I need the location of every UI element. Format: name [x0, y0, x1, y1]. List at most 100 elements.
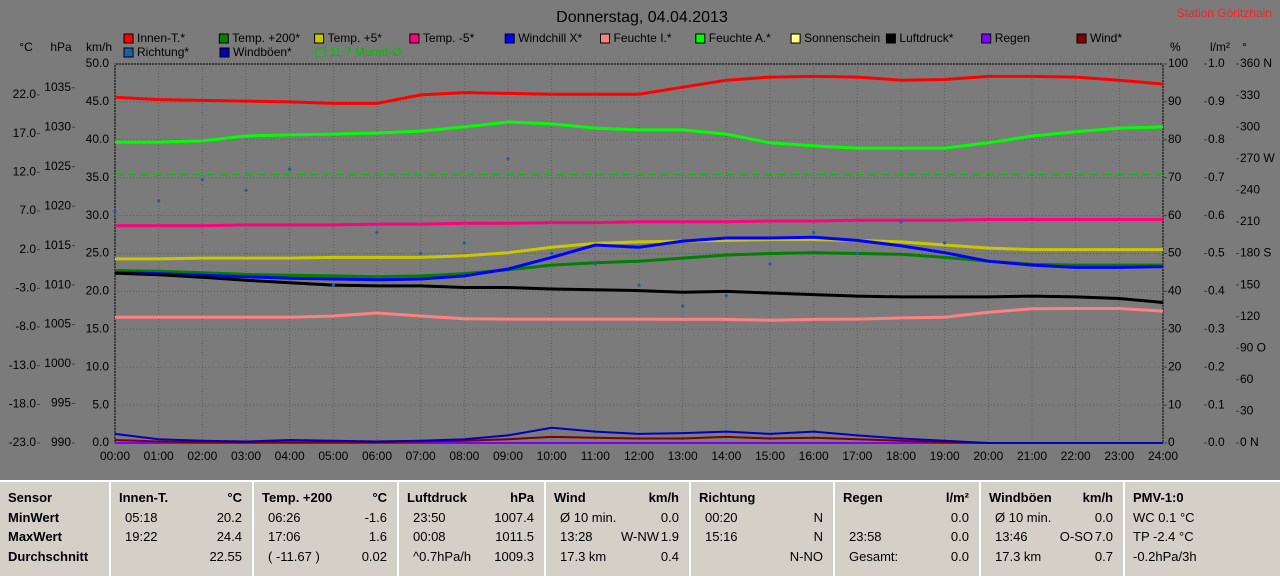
x-tick-label: 12:00 — [624, 449, 654, 463]
y-tick-label: 1020 — [44, 198, 71, 212]
table-column: Wind km/h 0.0 Ø 10 min. 1.9 13:28 W-NW 0.4 17.3 … — [544, 482, 689, 576]
y-tick-label: 0.0 — [1208, 435, 1225, 449]
legend-label: 11.7 Monat-Ø — [329, 45, 401, 59]
table-cell: 19:22 — [125, 529, 158, 544]
data-point — [681, 304, 685, 308]
y-tick-label: -18.0 — [9, 396, 37, 410]
table-value: 24.4 — [216, 529, 242, 544]
table-cell: ( -11.67 ) — [268, 549, 320, 564]
y-tick-label: 7.0 — [19, 203, 36, 217]
table-cell: 05:18 — [125, 510, 158, 525]
table-cell: WC 0.1 °C — [1133, 510, 1195, 525]
x-tick-label: 20:00 — [973, 449, 1003, 463]
station-name: Station Göritzhain — [1177, 6, 1272, 20]
y-tick-label: 20 — [1168, 359, 1182, 373]
legend-swatch — [885, 33, 896, 44]
table-cell: TP -2.4 °C — [1133, 529, 1194, 544]
data-point — [812, 230, 816, 235]
data-point — [550, 251, 554, 256]
data-line — [115, 238, 1163, 261]
table-value: -1.6 — [364, 510, 387, 525]
y-tick-label: 1030 — [44, 119, 71, 133]
table-cell: ^0.7hPa/h — [413, 549, 472, 564]
y-tick-label: 1015 — [44, 238, 71, 252]
table-value: 0.0 — [660, 510, 679, 525]
table-value: 7.0 — [1094, 529, 1113, 544]
y-tick-label: 330 — [1240, 88, 1260, 102]
y-tick-label: 70 — [1168, 170, 1182, 184]
y-tick-label: 20.0 — [86, 284, 110, 298]
table-value: 0.0 — [950, 529, 969, 544]
x-tick-label: 07:00 — [406, 449, 436, 463]
x-tick-label: 23:00 — [1104, 449, 1134, 463]
data-line — [114, 426, 1163, 444]
axis-unit: ° — [1242, 40, 1247, 54]
table-value: 1.9 — [660, 529, 679, 544]
legend-swatch — [315, 47, 326, 58]
legend-swatch — [219, 47, 230, 58]
column-header: Luftdruck — [407, 490, 467, 505]
y-tick-label: 90 — [1168, 94, 1182, 108]
legend-label: Richtung* — [137, 45, 189, 59]
axis-unit: km/h — [86, 40, 112, 54]
legend-swatch — [218, 33, 229, 44]
x-tick-label: 22:00 — [1061, 449, 1091, 463]
legend-swatch — [790, 33, 801, 44]
y-tick-label: 1.0 — [1208, 56, 1225, 70]
table-value: 22.55 — [209, 549, 242, 564]
table-value: 0.02 — [361, 549, 387, 564]
y-tick-label: 360 N — [1240, 56, 1272, 70]
table-column: Regen l/m² 0.0 0.0 23:58 0.0 Gesamt: — [833, 482, 979, 576]
x-tick-label: 24:00 — [1148, 449, 1178, 463]
y-tick-label: 0.9 — [1208, 94, 1225, 108]
y-tick-label: 300 — [1240, 119, 1260, 133]
legend-label: Regen — [995, 31, 1030, 45]
table-value: N — [813, 529, 823, 544]
legend-label: Temp. +5* — [328, 31, 383, 45]
table-column: Temp. +200 °C -1.6 06:26 1.6 17:06 0.02 ( -11.6… — [252, 482, 397, 576]
column-header: PMV-1:0 — [1133, 490, 1184, 505]
table-cell: 23:50 — [413, 510, 446, 525]
y-tick-label: 1000 — [44, 356, 71, 370]
table-column: PMV-1:0 WC 0.1 °C TP -2.4 °C -0.2hPa/3h — [1123, 482, 1280, 576]
chart: Donnerstag, 04.04.2013 Station Göritzhai… — [9, 6, 1276, 463]
x-tick-label: 13:00 — [668, 449, 698, 463]
x-tick-label: 15:00 — [755, 449, 785, 463]
y-tick-label: 0 N — [1240, 435, 1259, 449]
data-point — [899, 220, 903, 224]
x-tick-label: 14:00 — [711, 449, 741, 463]
x-tick-label: 18:00 — [886, 449, 916, 463]
y-tick-label: 990 — [51, 435, 71, 449]
y-tick-label: 40.0 — [86, 132, 110, 146]
y-tick-label: 0.4 — [1208, 284, 1225, 298]
column-unit: km/h — [648, 490, 679, 505]
x-tick-label: 09:00 — [493, 449, 523, 463]
y-tick-label: 12.0 — [13, 164, 37, 178]
legend-swatch — [123, 47, 134, 58]
table-cell: Durchschnitt — [8, 549, 89, 564]
y-tick-label: 0.6 — [1208, 208, 1225, 222]
y-tick-label: 995 — [51, 396, 71, 410]
y-tick-label: 45.0 — [86, 94, 110, 108]
y-tick-label: 10.0 — [86, 359, 110, 373]
x-tick-label: 11:00 — [581, 449, 610, 463]
table-value: 1009.3 — [494, 549, 534, 564]
y-tick-label: 210 — [1240, 214, 1260, 228]
data-line — [114, 235, 1164, 282]
table-cell: 13:46 — [995, 529, 1028, 544]
y-tick-label: 60 — [1240, 372, 1254, 386]
y-tick-label: -13.0 — [9, 358, 37, 372]
data-line — [114, 74, 1164, 105]
data-line — [114, 271, 1164, 304]
table-column: Luftdruck hPa 1007.4 23:50 1011.5 00:08 1009.3… — [397, 482, 544, 576]
x-tick-label: 06:00 — [362, 449, 392, 463]
x-tick-label: 04:00 — [275, 449, 305, 463]
column-header: Richtung — [699, 490, 756, 505]
table-value: 1007.4 — [494, 510, 534, 525]
column-unit: °C — [372, 490, 387, 505]
column-header: Regen — [843, 490, 883, 505]
data-point — [288, 167, 292, 171]
y-tick-label: 120 — [1240, 309, 1260, 323]
legend-swatch — [695, 33, 706, 44]
